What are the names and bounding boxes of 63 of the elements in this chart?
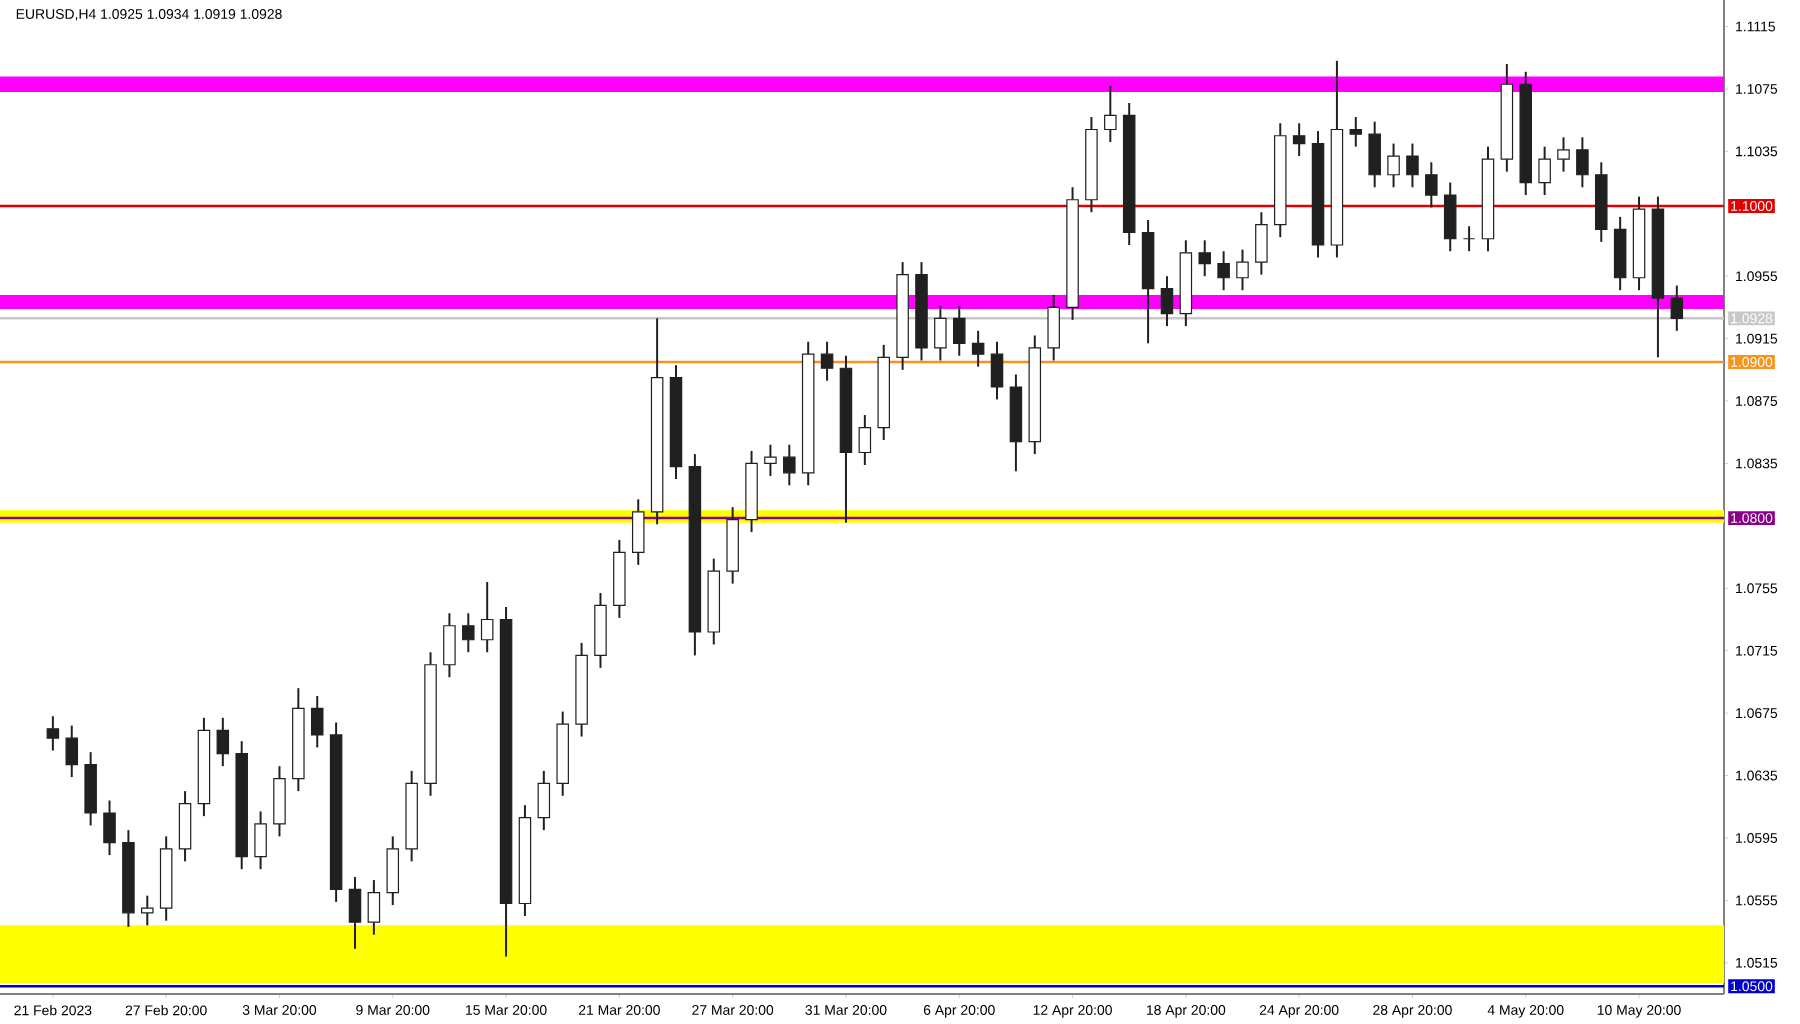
candlestick [216,716,230,768]
candlestick [745,449,758,534]
candlestick [1613,215,1627,292]
candlestick [1425,161,1438,209]
candlestick [783,443,796,487]
candlestick [650,317,664,526]
candlestick [971,329,985,368]
candlestick [1198,239,1211,278]
candlestick [952,304,966,357]
candlestick [858,414,872,467]
candlestick [631,498,645,566]
candlestick [764,443,777,477]
candlestick [462,612,475,654]
candlestick [292,687,305,793]
candlestick [1179,239,1193,328]
candlestick [839,354,853,524]
candlestick [1028,334,1042,456]
candlestick [1160,275,1174,328]
candlestick [1576,136,1589,189]
candlestick [1557,136,1570,173]
candlestick [1066,186,1079,321]
candlestick [443,612,456,679]
candlestick [46,715,60,752]
candlestick [348,875,362,950]
candlestick [1349,116,1363,148]
candlestick [424,651,437,797]
candlestick [801,340,815,487]
candlestick [1519,70,1533,197]
candlestick [1538,145,1551,197]
candlestick [1462,225,1476,253]
candlestick [726,506,739,585]
candlestick [367,879,381,936]
candlestick [518,804,532,917]
candlestick [122,829,135,928]
candlestick [499,606,513,958]
candlestick [688,453,702,657]
candlestick [669,364,683,481]
candlestick [575,641,588,738]
candlestick [896,261,909,371]
candlestick [1255,211,1268,276]
candlestick [1500,62,1514,173]
candlestick [386,835,400,907]
candlestick [1141,219,1155,345]
candlestick [594,591,607,669]
candlestick [1122,101,1136,246]
candlestick [329,721,343,903]
candlestick [235,740,248,871]
candlestick [1292,122,1306,158]
candlestick [820,340,834,382]
candlestick [254,810,267,871]
candlestick [1217,250,1230,292]
candlestick [159,835,173,922]
candlestick [1274,122,1287,239]
candlestick [1595,161,1608,243]
candlestick [197,716,211,818]
candlestick [1368,120,1381,189]
candlestick [1104,84,1117,143]
candlestick [877,343,890,442]
candlestick [537,769,551,832]
candlestick [613,538,626,619]
candlestick [1481,145,1495,253]
candlestick [480,581,494,654]
candlestick [1085,116,1098,214]
